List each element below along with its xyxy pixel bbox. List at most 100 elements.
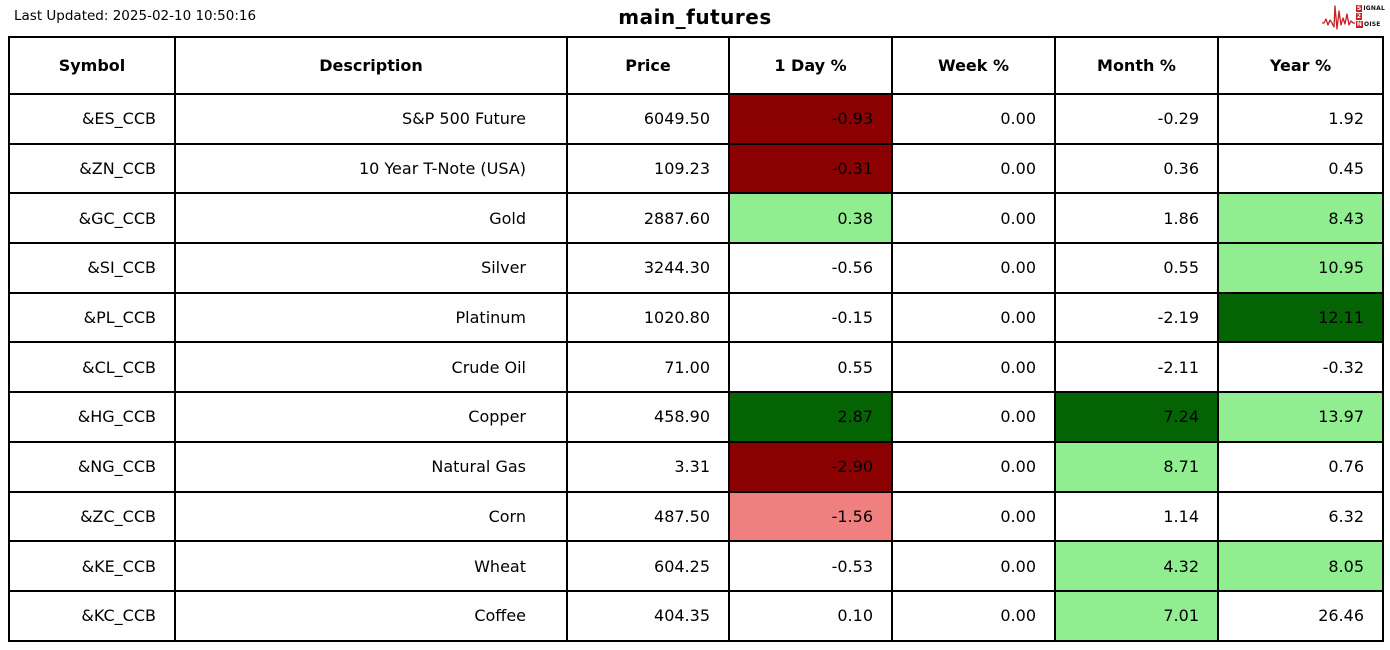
- day-pct-cell: 0.38: [728, 192, 893, 245]
- column-header-price: Price: [566, 36, 730, 95]
- page-title: main_futures: [618, 5, 772, 29]
- column-header-week-pct: Week %: [891, 36, 1056, 95]
- logo-letter-rest: OISE: [1364, 20, 1381, 28]
- day-pct-cell: 0.10: [728, 589, 893, 642]
- heartbeat-waveform-icon: [1321, 5, 1355, 30]
- year-pct-cell: 1.92: [1217, 93, 1384, 145]
- week-pct-cell: 0.00: [891, 192, 1056, 245]
- description-cell: Platinum: [174, 291, 568, 344]
- table-row: &ZN_CCB 10 Year T-Note (USA) 109.23 -0.3…: [8, 142, 1384, 195]
- table-row: &KE_CCB Wheat 604.25 -0.53 0.00 4.32 8.0…: [8, 540, 1384, 592]
- logo-letter-rest: IGNAL: [1363, 4, 1385, 12]
- year-pct-cell: 8.43: [1217, 192, 1384, 245]
- table-row: &SI_CCB Silver 3244.30 -0.56 0.00 0.55 1…: [8, 242, 1384, 294]
- logo-line-signal: S IGNAL: [1355, 4, 1385, 13]
- price-cell: 2887.60: [566, 192, 730, 245]
- logo-letter-box: S: [1355, 4, 1363, 12]
- table-row: &NG_CCB Natural Gas 3.31 -2.90 0.00 8.71…: [8, 440, 1384, 493]
- symbol-cell: &NG_CCB: [8, 440, 176, 493]
- table-header-row: Symbol Description Price 1 Day % Week % …: [8, 36, 1384, 95]
- table-row: &KC_CCB Coffee 404.35 0.10 0.00 7.01 26.…: [8, 589, 1384, 642]
- price-cell: 109.23: [566, 142, 730, 195]
- day-pct-cell: -0.53: [728, 540, 893, 592]
- day-pct-cell: -2.90: [728, 440, 893, 493]
- year-pct-cell: 0.76: [1217, 440, 1384, 493]
- week-pct-cell: 0.00: [891, 589, 1056, 642]
- week-pct-cell: 0.00: [891, 440, 1056, 493]
- logo-text: S IGNAL 2 N OISE: [1355, 4, 1385, 29]
- month-pct-cell: -2.19: [1054, 291, 1219, 344]
- description-cell: Crude Oil: [174, 341, 568, 394]
- last-updated-text: Last Updated: 2025-02-10 10:50:16: [14, 8, 257, 24]
- price-cell: 458.90: [566, 391, 730, 443]
- table-row: &GC_CCB Gold 2887.60 0.38 0.00 1.86 8.43: [8, 192, 1384, 245]
- description-cell: Corn: [174, 490, 568, 543]
- price-cell: 6049.50: [566, 93, 730, 145]
- table-row: &ES_CCB S&P 500 Future 6049.50 -0.93 0.0…: [8, 93, 1384, 145]
- day-pct-cell: -1.56: [728, 490, 893, 543]
- logo-letter-box: N: [1355, 20, 1364, 28]
- signal2noise-logo: S IGNAL 2 N OISE: [1321, 2, 1385, 30]
- week-pct-cell: 0.00: [891, 142, 1056, 195]
- year-pct-cell: 13.97: [1217, 391, 1384, 443]
- week-pct-cell: 0.00: [891, 540, 1056, 592]
- description-cell: Silver: [174, 242, 568, 294]
- logo-line-noise: N OISE: [1355, 20, 1385, 29]
- table-row: &CL_CCB Crude Oil 71.00 0.55 0.00 -2.11 …: [8, 341, 1384, 394]
- day-pct-cell: 2.87: [728, 391, 893, 443]
- description-cell: S&P 500 Future: [174, 93, 568, 145]
- futures-table: Symbol Description Price 1 Day % Week % …: [8, 36, 1384, 642]
- day-pct-cell: -0.56: [728, 242, 893, 294]
- week-pct-cell: 0.00: [891, 291, 1056, 344]
- column-header-1day-pct: 1 Day %: [728, 36, 893, 95]
- price-cell: 3244.30: [566, 242, 730, 294]
- week-pct-cell: 0.00: [891, 242, 1056, 294]
- month-pct-cell: -0.29: [1054, 93, 1219, 145]
- month-pct-cell: 7.01: [1054, 589, 1219, 642]
- column-header-symbol: Symbol: [8, 36, 176, 95]
- logo-line-2: 2: [1355, 12, 1385, 20]
- year-pct-cell: 8.05: [1217, 540, 1384, 592]
- year-pct-cell: 10.95: [1217, 242, 1384, 294]
- week-pct-cell: 0.00: [891, 490, 1056, 543]
- week-pct-cell: 0.00: [891, 341, 1056, 394]
- symbol-cell: &CL_CCB: [8, 341, 176, 394]
- symbol-cell: &SI_CCB: [8, 242, 176, 294]
- table-row: &ZC_CCB Corn 487.50 -1.56 0.00 1.14 6.32: [8, 490, 1384, 543]
- logo-letter-box: 2: [1355, 12, 1363, 20]
- description-cell: Copper: [174, 391, 568, 443]
- month-pct-cell: 7.24: [1054, 391, 1219, 443]
- day-pct-cell: 0.55: [728, 341, 893, 394]
- week-pct-cell: 0.00: [891, 93, 1056, 145]
- description-cell: Gold: [174, 192, 568, 245]
- week-pct-cell: 0.00: [891, 391, 1056, 443]
- futures-table-body: &ES_CCB S&P 500 Future 6049.50 -0.93 0.0…: [8, 93, 1384, 642]
- month-pct-cell: 8.71: [1054, 440, 1219, 493]
- month-pct-cell: 4.32: [1054, 540, 1219, 592]
- symbol-cell: &ZN_CCB: [8, 142, 176, 195]
- symbol-cell: &GC_CCB: [8, 192, 176, 245]
- month-pct-cell: -2.11: [1054, 341, 1219, 394]
- symbol-cell: &KC_CCB: [8, 589, 176, 642]
- column-header-description: Description: [174, 36, 568, 95]
- year-pct-cell: -0.32: [1217, 341, 1384, 394]
- year-pct-cell: 0.45: [1217, 142, 1384, 195]
- year-pct-cell: 26.46: [1217, 589, 1384, 642]
- symbol-cell: &HG_CCB: [8, 391, 176, 443]
- symbol-cell: &ES_CCB: [8, 93, 176, 145]
- column-header-year-pct: Year %: [1217, 36, 1384, 95]
- price-cell: 1020.80: [566, 291, 730, 344]
- table-row: &PL_CCB Platinum 1020.80 -0.15 0.00 -2.1…: [8, 291, 1384, 344]
- year-pct-cell: 6.32: [1217, 490, 1384, 543]
- price-cell: 3.31: [566, 440, 730, 493]
- day-pct-cell: -0.93: [728, 93, 893, 145]
- symbol-cell: &ZC_CCB: [8, 490, 176, 543]
- price-cell: 487.50: [566, 490, 730, 543]
- month-pct-cell: 1.14: [1054, 490, 1219, 543]
- description-cell: Coffee: [174, 589, 568, 642]
- month-pct-cell: 1.86: [1054, 192, 1219, 245]
- price-cell: 404.35: [566, 589, 730, 642]
- price-cell: 604.25: [566, 540, 730, 592]
- column-header-month-pct: Month %: [1054, 36, 1219, 95]
